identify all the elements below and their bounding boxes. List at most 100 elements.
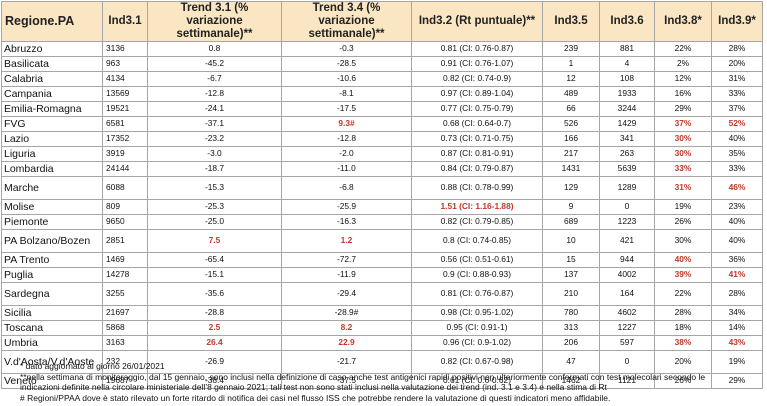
cell-trend34: -72.7 [281,252,412,268]
cell-trend34: -12.8 [281,131,412,147]
cell-trend34: -28.9# [281,305,412,321]
cell-ind35: 1462 [542,373,600,389]
cell-ind31: 2851 [102,229,148,253]
cell-ind32: 0.68 (CI: 0.64-0.7) [411,116,543,132]
cell-ind39: 33% [711,86,763,102]
cell-trend31: -15.1 [147,267,282,283]
cell-ind36: 108 [599,71,655,87]
cell-ind35: 15 [542,252,600,268]
cell-ind39: 41% [711,267,763,283]
cell-region: FVG [1,116,103,132]
cell-ind36: 164 [599,282,655,306]
cell-ind39: 29% [711,373,763,389]
cell-trend31: 2.5 [147,320,282,336]
cell-trend31: 7.5 [147,229,282,253]
footnote: indicazioni definite nella circolare min… [20,382,607,392]
cell-ind35: 489 [542,86,600,102]
col-header-ind38: Ind3.8* [654,1,712,42]
cell-ind35: 129 [542,176,600,200]
footnote: **nella settimana di monitoraggio, dal 1… [20,371,706,382]
cell-region: Lazio [1,131,103,147]
cell-trend34: -17.5 [281,101,412,117]
cell-ind39: 33% [711,161,763,177]
cell-ind31: 6088 [102,176,148,200]
cell-region: PA Bolzano/Bozen [1,229,103,253]
cell-ind31: 3163 [102,335,148,351]
cell-ind31: 3919 [102,146,148,162]
cell-ind36: 5639 [599,161,655,177]
cell-ind32: 0.95 (CI: 0.91-1) [411,320,543,336]
cell-region: Liguria [1,146,103,162]
cell-ind31: 6581 [102,116,148,132]
cell-ind36: 1227 [599,320,655,336]
cell-ind32: 0.82 (CI: 0.74-0.9) [411,71,543,87]
cell-trend31: -37.1 [147,116,282,132]
cell-region: Veneto [1,373,103,389]
col-header-ind36: Ind3.6 [599,1,655,42]
cell-trend31: -35.6 [147,282,282,306]
cell-ind38: 12% [654,71,712,87]
table-row: Campania 13569 -12.8 -8.1 0.97 (CI: 0.89-1.0… [1,86,763,102]
cell-ind39: 23% [711,199,763,215]
cell-ind38: 2% [654,56,712,72]
cell-ind39: 28% [711,41,763,57]
cell-trend31: -25.3 [147,199,282,215]
header-row: Regione.PA Ind3.1 Trend 3.1 (% variazion… [1,1,763,42]
cell-ind38: 16% [654,86,712,102]
cell-ind39: 37% [711,101,763,117]
cell-ind36: 1933 [599,86,655,102]
cell-ind31: 809 [102,199,148,215]
cell-ind38: 19% [654,199,712,215]
cell-trend34: -2.0 [281,146,412,162]
cell-trend31: -24.1 [147,101,282,117]
cell-ind38: 33% [654,161,712,177]
cell-ind38: 37% [654,116,712,132]
cell-ind38: 30% [654,146,712,162]
cell-ind31: 21697 [102,305,148,321]
cell-ind31: 1469 [102,252,148,268]
cell-ind32: 0.61 (CI: 0.6-0.62) [411,373,543,389]
cell-ind38: 29% [654,101,712,117]
cell-trend34: -11.9 [281,267,412,283]
cell-ind31: 24144 [102,161,148,177]
col-header-ind32: Ind3.2 (Rt puntuale)** [411,1,543,42]
cell-trend34: -0.3 [281,41,412,57]
cell-trend31: -45.2 [147,56,282,72]
cell-ind36: 597 [599,335,655,351]
cell-ind31: 13569 [102,86,148,102]
cell-ind39: 14% [711,320,763,336]
cell-trend31: -6.7 [147,71,282,87]
cell-trend34: 9.3# [281,116,412,132]
cell-region: Campania [1,86,103,102]
cell-ind36: 1223 [599,214,655,230]
cell-trend31: -65.4 [147,252,282,268]
cell-ind36: 341 [599,131,655,147]
regional-indicators-table: Regione.PA Ind3.1 Trend 3.1 (% variazion… [1,1,763,389]
cell-trend34: -6.8 [281,176,412,200]
table-row: Calabria 4134 -6.7 -10.6 0.82 (CI: 0.74-0.9)… [1,71,763,87]
cell-ind39: 46% [711,176,763,200]
cell-ind39: 52% [711,116,763,132]
cell-ind35: 689 [542,214,600,230]
cell-region: Abruzzo [1,41,103,57]
cell-ind35: 526 [542,116,600,132]
cell-ind32: 0.9 (CI: 0.88-0.93) [411,267,543,283]
table-row: Abruzzo 3136 0.8 -0.3 0.81 (CI: 0.76-0.87) 23… [1,41,763,57]
cell-ind31: 963 [102,56,148,72]
cell-ind39: 31% [711,71,763,87]
cell-ind39: 34% [711,305,763,321]
table-row: PA Bolzano/Bozen 2851 7.5 1.2 0.8 (CI: 0.74-… [1,229,763,253]
table-row: Lombardia 24144 -18.7 -11.0 0.84 (CI: 0.79-0… [1,161,763,177]
cell-ind39: 36% [711,252,763,268]
cell-region: Puglia [1,267,103,283]
cell-trend34: -10.6 [281,71,412,87]
cell-region: Piemonte [1,214,103,230]
table-row: Sardegna 3255 -35.6 -29.4 0.81 (CI: 0.76-0.8… [1,282,763,306]
cell-ind38: 28% [654,305,712,321]
cell-ind38: 30% [654,131,712,147]
cell-trend31: -15.3 [147,176,282,200]
table-row: Basilicata 963 -45.2 -28.5 0.91 (CI: 0.76-1.… [1,56,763,72]
col-header-ind31: Ind3.1 [102,1,148,42]
table-row: Liguria 3919 -3.0 -2.0 0.87 (CI: 0.81-0.91) 2… [1,146,763,162]
cell-ind35: 12 [542,71,600,87]
